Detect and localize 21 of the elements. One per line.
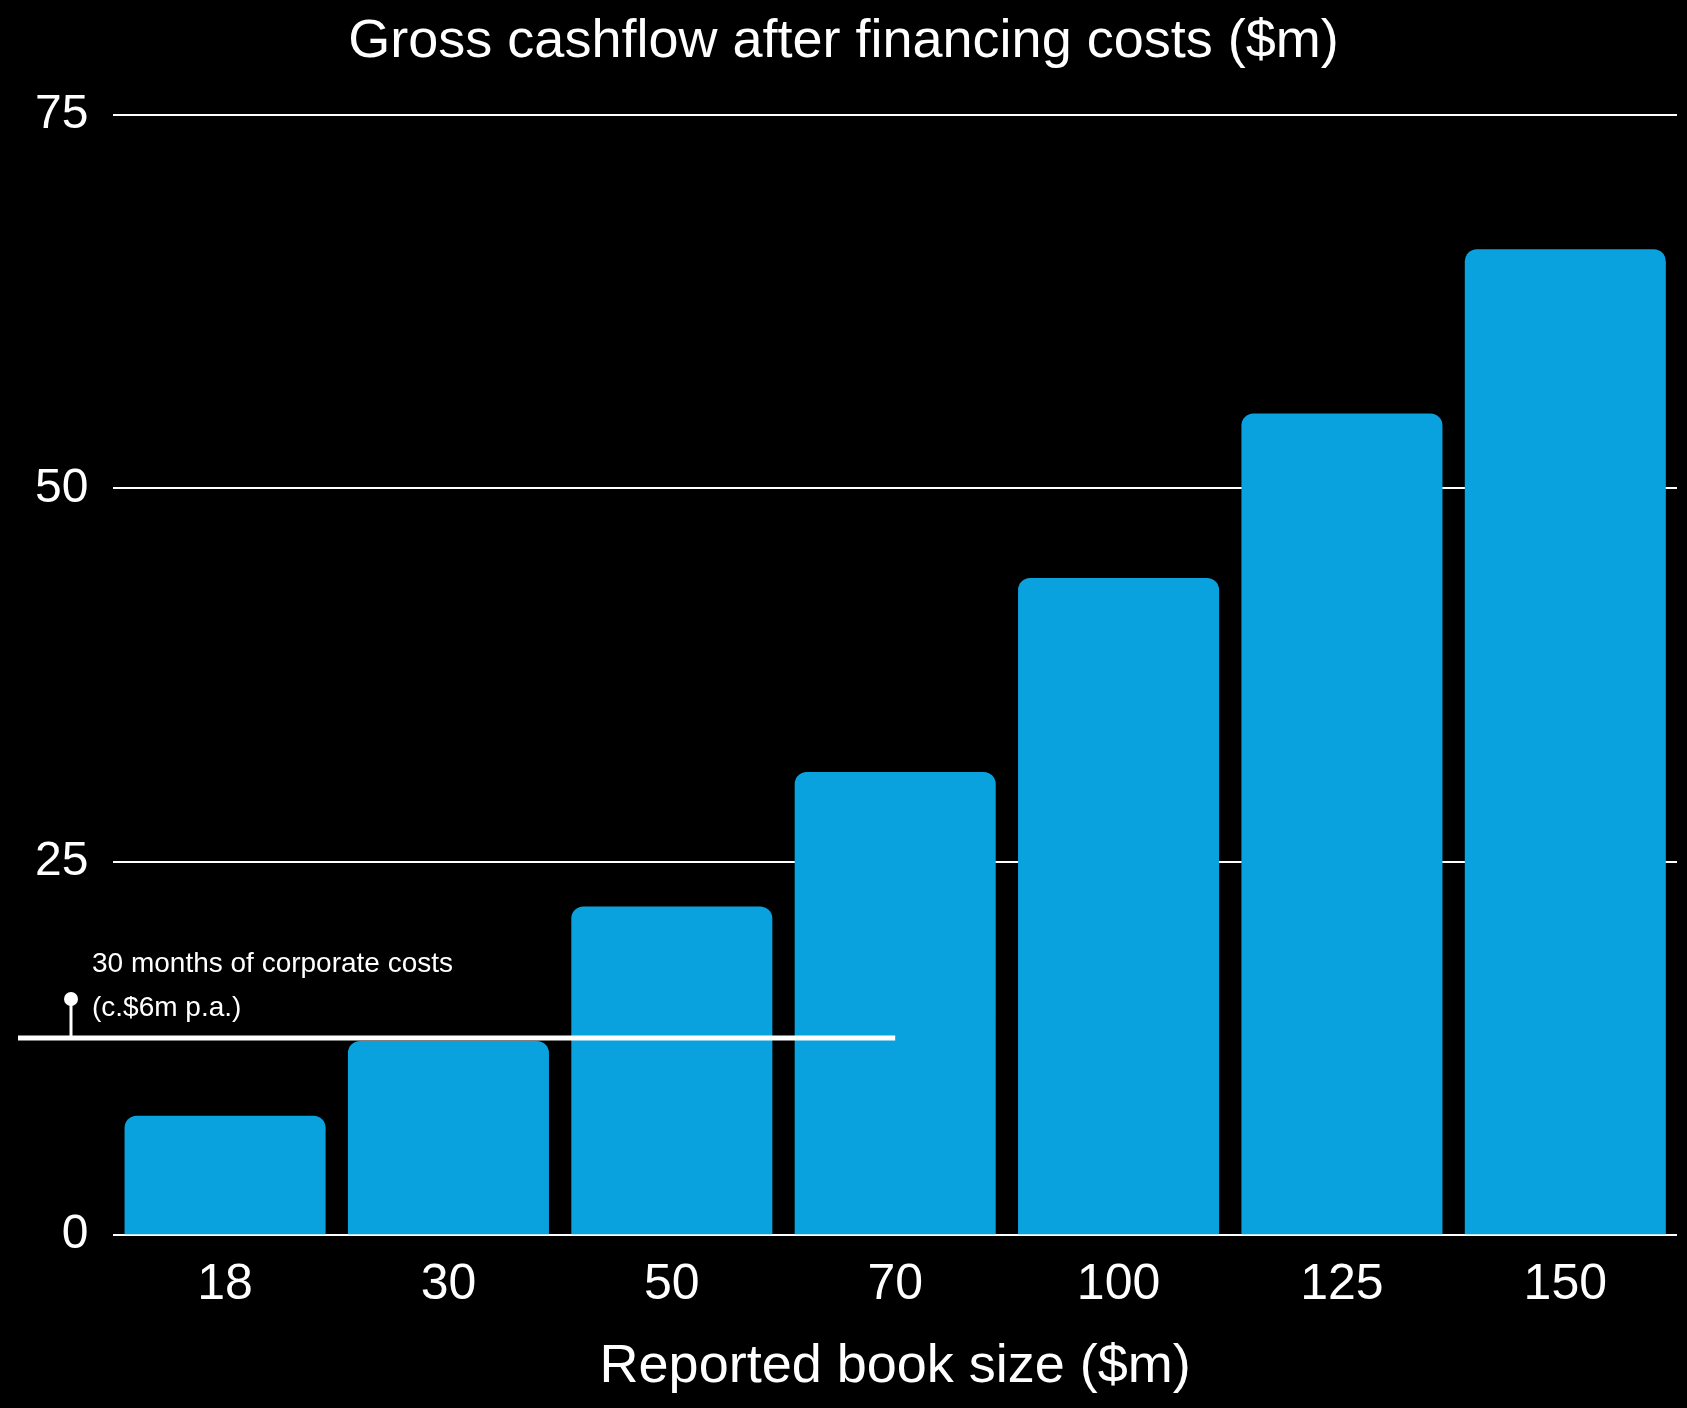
bar (1464, 249, 1666, 1235)
bar (794, 772, 996, 1235)
bar (571, 906, 773, 1235)
bar (347, 1041, 549, 1235)
bar (1018, 577, 1220, 1235)
legend-label: 30 months of corporate costs (c.$6m p.a.) (92, 947, 454, 1023)
bar (124, 1115, 326, 1235)
x-tick-label: 150 (1523, 1253, 1608, 1310)
y-tick-label: 75 (35, 85, 89, 139)
x-tick-label: 30 (420, 1253, 477, 1310)
y-tick-label: 0 (61, 1205, 89, 1259)
x-axis-title: Reported book size ($m) (599, 1333, 1191, 1394)
y-tick-label: 50 (35, 458, 89, 512)
x-tick-label: 18 (197, 1253, 253, 1310)
y-tick-label: 25 (35, 831, 89, 885)
x-tick-label: 125 (1300, 1253, 1384, 1310)
chart-title: Gross cashflow after financing costs ($m) (348, 8, 1339, 69)
x-tick-label: 100 (1076, 1253, 1161, 1310)
bar (1241, 413, 1443, 1235)
x-tick-label: 50 (644, 1253, 700, 1310)
x-tick-label: 70 (867, 1253, 924, 1310)
